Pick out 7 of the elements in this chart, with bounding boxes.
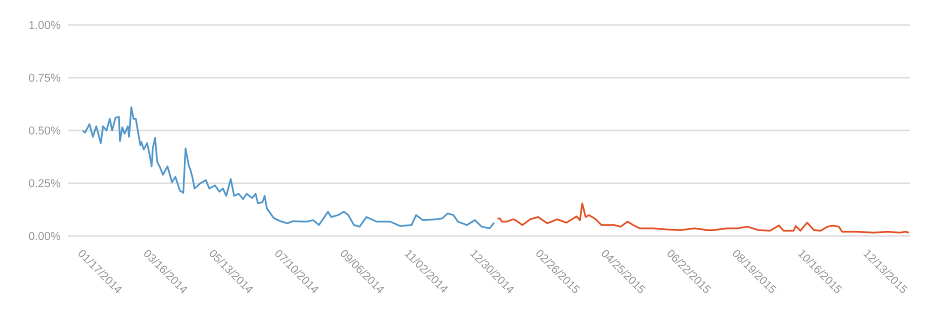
y-tick-label: 0.50% [28,126,60,134]
line-series [82,106,495,230]
y-tick-label: 1.00% [29,20,60,30]
line-series [496,202,910,234]
y-tick-label: 0.25% [28,179,60,188]
y-tick-label: 0.00% [28,232,60,240]
y-tick-label: 0.75% [28,74,60,82]
